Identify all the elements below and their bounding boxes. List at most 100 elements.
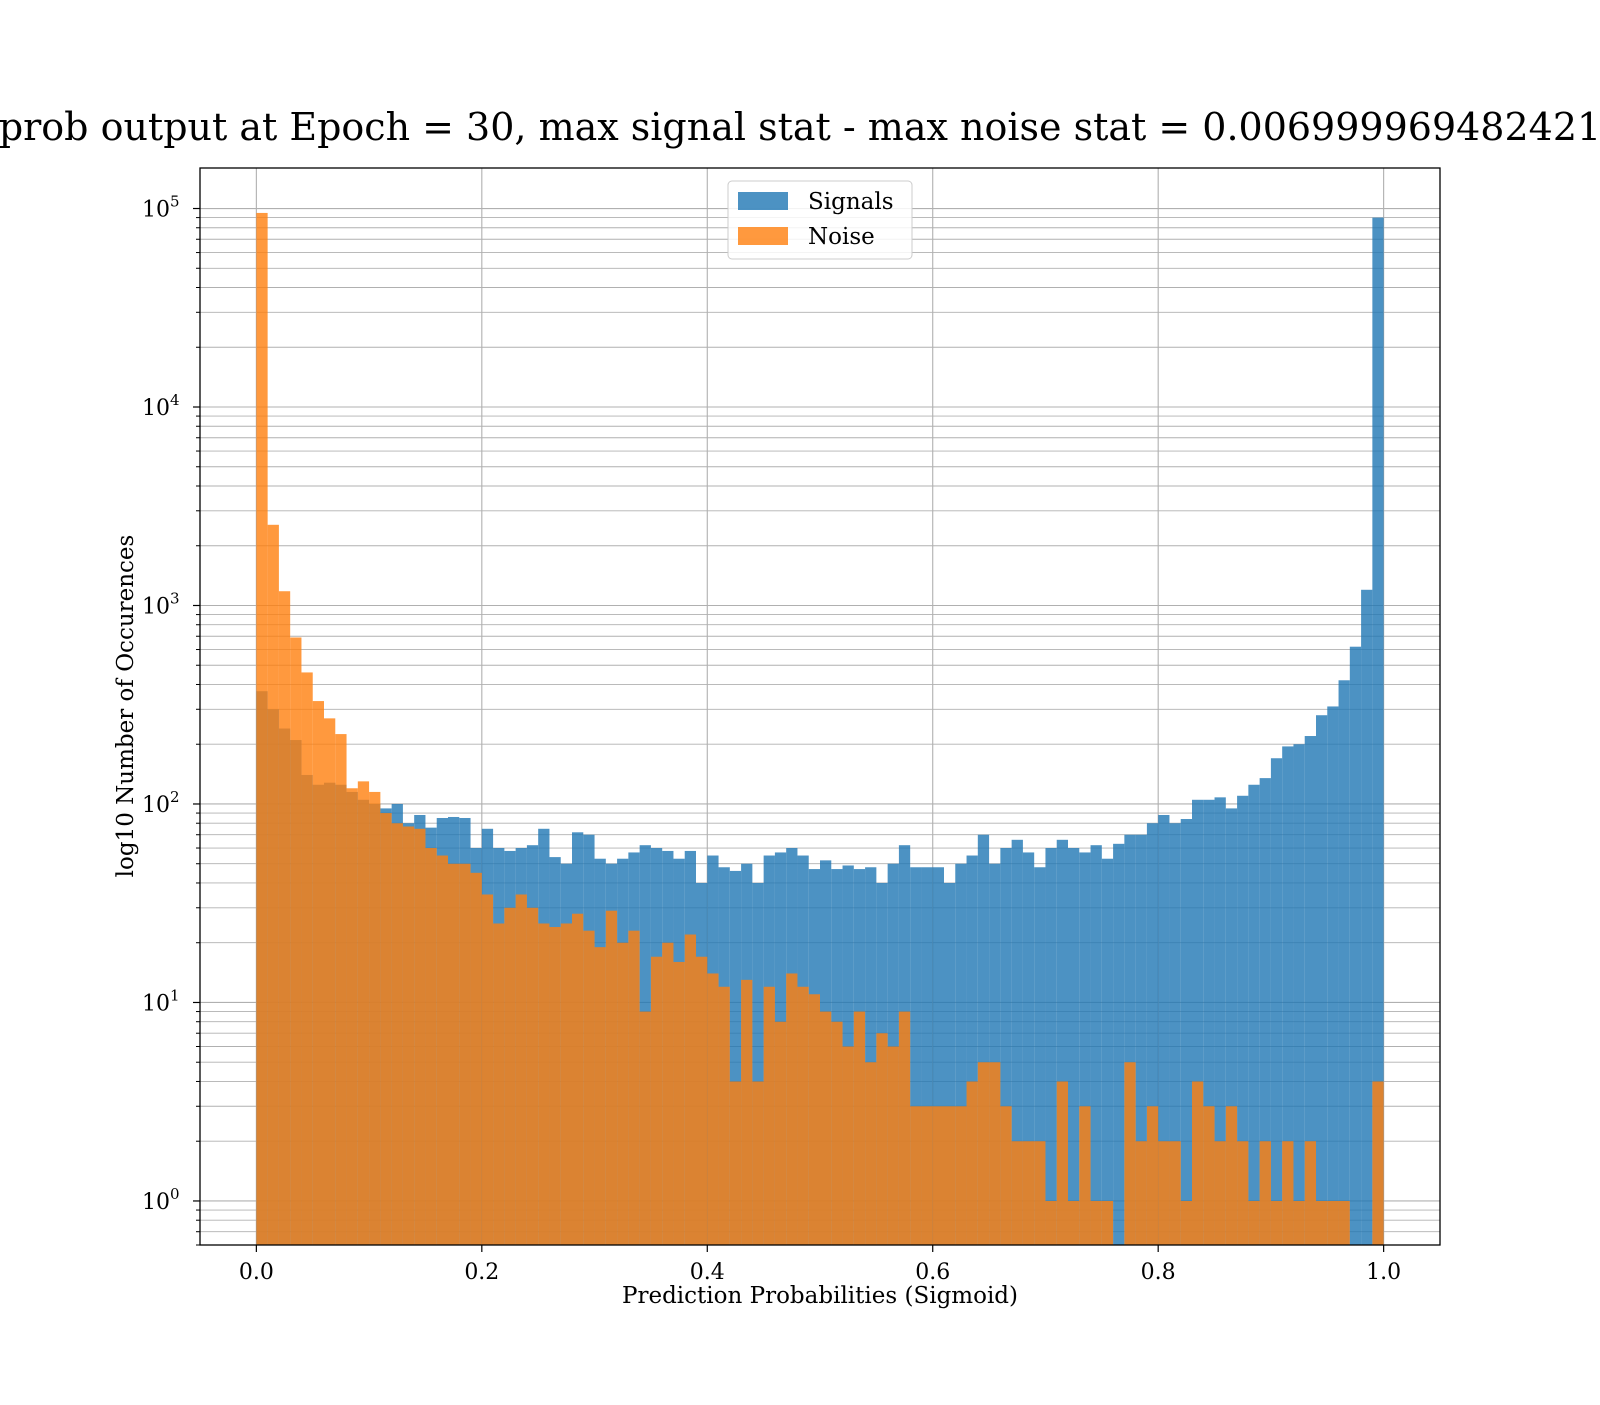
noise-bar <box>932 1106 944 1245</box>
plot-frame <box>199 167 1441 1246</box>
noise-bar <box>1135 1141 1147 1245</box>
noise-bar <box>560 923 572 1245</box>
noise-bar <box>504 907 516 1245</box>
noise-bar <box>414 828 426 1245</box>
noise-bar <box>1079 1106 1091 1245</box>
noise-bar <box>1237 1141 1249 1245</box>
noise-bar <box>256 212 268 1246</box>
noise-bar <box>966 1081 978 1245</box>
signals-bar <box>1338 680 1350 1245</box>
signals-bar <box>921 867 933 1245</box>
x-tick-label: 1.0 <box>1366 1260 1401 1285</box>
noise-bar <box>673 961 685 1245</box>
ticks-layer: 0.0 0.2 0.4 0.6 0.8 1.0 100 101 102 103 104 105 <box>142 193 1401 1285</box>
signals-bar <box>1214 797 1226 1245</box>
signals-bar <box>1011 839 1023 1245</box>
noise-bar <box>346 788 358 1245</box>
noise-bar <box>763 986 775 1245</box>
noise-bar <box>684 934 696 1245</box>
signals-bar <box>1327 706 1339 1245</box>
y-axis-label: log10 Number of Occurences <box>113 535 139 878</box>
noise-bar <box>436 855 448 1245</box>
noise-bar <box>989 1062 1001 1245</box>
signals-bar <box>865 867 877 1245</box>
noise-bar <box>1248 1200 1260 1245</box>
noise-bar <box>1192 1081 1204 1245</box>
noise-bar <box>1214 1141 1226 1245</box>
noise-bar <box>402 826 415 1245</box>
y-tick-label: 105 <box>142 193 180 223</box>
noise-bar <box>944 1106 956 1245</box>
y-tick-label: 102 <box>142 788 180 818</box>
signals-bar <box>1101 858 1114 1245</box>
noise-bar <box>1000 1106 1012 1245</box>
noise-bar <box>1293 1200 1305 1245</box>
signals-bar <box>1068 848 1080 1245</box>
noise-bar <box>820 1011 832 1245</box>
legend-swatch-signals <box>738 192 788 210</box>
noise-bar <box>797 986 809 1245</box>
signals-bar <box>1158 815 1170 1245</box>
series-noise <box>256 212 1384 1246</box>
signals-bar <box>989 863 1001 1245</box>
x-tick-label: 0.6 <box>915 1260 950 1285</box>
signals-bar <box>1192 799 1204 1245</box>
signals-bar <box>1113 843 1125 1245</box>
noise-bar <box>977 1062 990 1245</box>
signals-bar <box>932 867 944 1245</box>
noise-bar <box>572 913 584 1245</box>
noise-bar <box>853 1011 866 1245</box>
noise-bar <box>425 848 437 1245</box>
noise-bar <box>470 872 482 1245</box>
noise-bar <box>493 923 505 1245</box>
noise-bar <box>301 672 313 1245</box>
noise-bar <box>267 524 279 1245</box>
y-tick-label: 104 <box>142 391 180 421</box>
signals-bar <box>910 867 922 1245</box>
noise-bar <box>865 1062 877 1245</box>
noise-bar <box>1101 1200 1114 1245</box>
signals-bar <box>1316 715 1328 1245</box>
noise-bar <box>594 947 606 1245</box>
noise-bar <box>312 701 324 1245</box>
signals-bar <box>1146 823 1159 1245</box>
noise-bar <box>1068 1200 1080 1245</box>
signals-bar <box>1180 819 1192 1245</box>
y-tick-label: 101 <box>142 986 180 1016</box>
signals-bar <box>944 882 956 1245</box>
noise-bar <box>1169 1141 1181 1245</box>
noise-bar <box>1034 1141 1046 1245</box>
noise-bar <box>335 734 347 1245</box>
noise-bar <box>628 930 640 1245</box>
noise-bar <box>921 1106 933 1245</box>
noise-bar <box>617 942 629 1245</box>
y-tick-label: 100 <box>142 1185 180 1215</box>
noise-bar <box>1090 1200 1102 1245</box>
signals-bar <box>1225 808 1238 1245</box>
noise-bar <box>1327 1200 1339 1245</box>
signals-bar <box>1034 867 1046 1245</box>
signals-bar <box>1022 852 1035 1245</box>
noise-bar <box>662 942 674 1245</box>
y-tick-label: 103 <box>142 589 180 619</box>
signals-bar <box>955 863 967 1245</box>
legend-label-signals: Signals <box>808 189 894 215</box>
noise-bar <box>808 994 820 1245</box>
noise-bar <box>369 791 381 1245</box>
signals-bar <box>1270 758 1283 1245</box>
noise-bar <box>538 923 550 1245</box>
noise-bar <box>448 863 460 1245</box>
signals-bar <box>977 834 990 1245</box>
x-axis-label: Prediction Probabilities (Sigmoid) <box>622 1283 1018 1309</box>
noise-bar <box>481 894 494 1245</box>
noise-bar <box>278 591 291 1245</box>
noise-bar <box>549 927 561 1245</box>
noise-bar <box>774 1021 787 1245</box>
signals-bar <box>1349 646 1362 1245</box>
noise-bar <box>1124 1062 1136 1245</box>
signals-bar <box>1282 746 1294 1245</box>
signals-bar <box>1056 839 1068 1245</box>
noise-bar <box>1146 1106 1159 1245</box>
noise-bar <box>391 823 403 1245</box>
